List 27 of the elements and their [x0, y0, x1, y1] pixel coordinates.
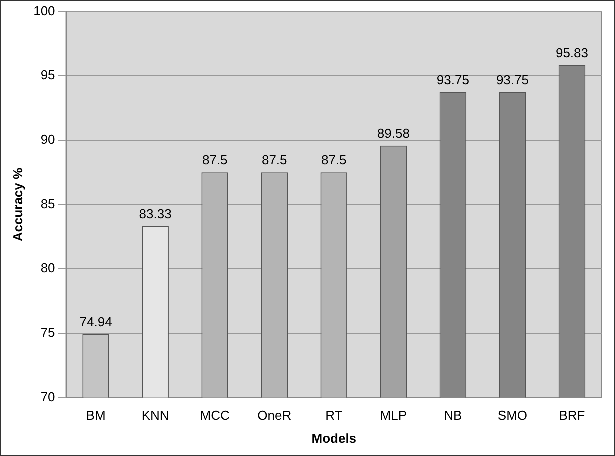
- y-tick-label: 75: [40, 325, 56, 340]
- data-label: 93.75: [436, 72, 470, 88]
- x-tick-label: MLP: [380, 408, 408, 424]
- data-label: 89.58: [377, 126, 410, 141]
- x-tick-label: BRF: [559, 408, 586, 424]
- data-label: 87.5: [321, 152, 347, 168]
- y-tick-label: 70: [40, 389, 56, 404]
- x-tick-label: KNN: [142, 408, 170, 424]
- data-label: 74.94: [80, 314, 112, 330]
- y-tick-label: 85: [40, 196, 56, 212]
- x-axis-title: Models: [312, 430, 357, 446]
- data-label: 95.83: [556, 46, 589, 61]
- data-label: 87.5: [202, 152, 228, 168]
- y-axis-title: Accuracy %: [10, 168, 26, 242]
- x-tick-label: RT: [326, 408, 343, 424]
- y-tick-label: 90: [40, 132, 56, 148]
- y-tick-label: 80: [40, 260, 56, 276]
- data-label: 87.5: [262, 152, 288, 168]
- x-tick-label: OneR: [258, 408, 292, 424]
- x-tick-label: MCC: [200, 408, 230, 424]
- y-tick-label: 100: [34, 3, 56, 18]
- x-tick-label: BM: [86, 408, 106, 424]
- data-label: 83.33: [139, 206, 172, 222]
- data-label: 93.75: [496, 72, 529, 88]
- x-tick-label: SMO: [498, 408, 528, 424]
- y-tick-label: 95: [40, 68, 56, 83]
- x-tick-label: NB: [444, 408, 462, 424]
